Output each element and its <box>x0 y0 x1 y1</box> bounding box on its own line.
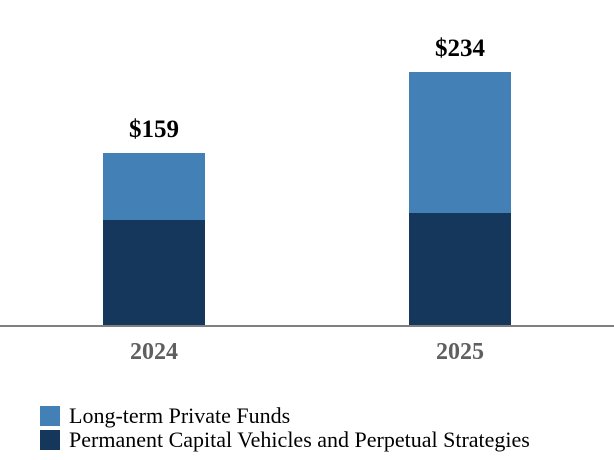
x-axis-label-2025: 2025 <box>436 339 484 365</box>
legend-swatch-permanent-capital <box>40 430 60 450</box>
segment-permanent-capital-2025 <box>409 212 511 325</box>
legend-item-long-term-private-funds: Long-term Private Funds <box>40 404 530 428</box>
legend: Long-term Private Funds Permanent Capita… <box>40 404 530 452</box>
legend-label-permanent-capital: Permanent Capital Vehicles and Perpetual… <box>69 427 530 452</box>
x-axis-line <box>0 325 614 327</box>
bar-2025: $234 <box>409 35 511 325</box>
legend-swatch-long-term-private-funds <box>40 406 60 426</box>
total-label-2024: $159 <box>129 115 179 143</box>
legend-label-long-term-private-funds: Long-term Private Funds <box>69 403 291 428</box>
segment-long-term-private-funds-2024 <box>103 153 205 221</box>
x-axis-label-2024: 2024 <box>130 339 178 365</box>
segment-long-term-private-funds-2025 <box>409 72 511 213</box>
legend-item-permanent-capital: Permanent Capital Vehicles and Perpetual… <box>40 428 530 452</box>
plot-area: $159 $234 <box>0 35 614 327</box>
total-label-2025: $234 <box>435 34 485 62</box>
segment-permanent-capital-2024 <box>103 220 205 325</box>
bar-2024: $159 <box>103 116 205 325</box>
